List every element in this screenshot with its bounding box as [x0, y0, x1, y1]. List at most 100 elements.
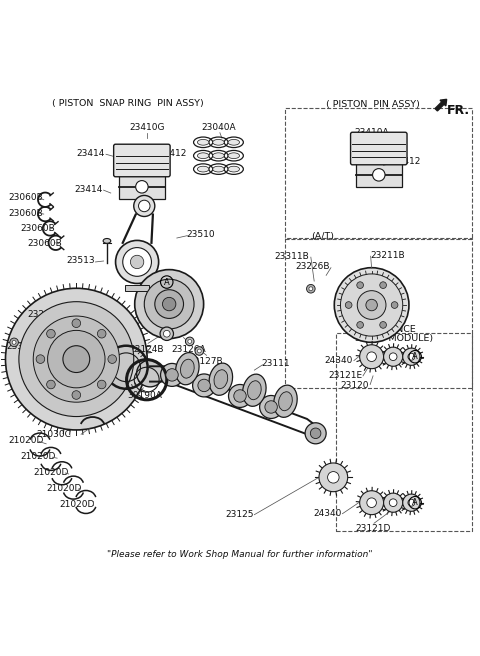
Text: FR.: FR.	[447, 104, 470, 117]
Text: 24340: 24340	[324, 356, 352, 365]
Text: 21020D: 21020D	[33, 468, 69, 477]
Circle shape	[195, 346, 204, 356]
Circle shape	[160, 327, 173, 340]
Circle shape	[367, 352, 376, 361]
Text: 21030C: 21030C	[36, 430, 72, 439]
Text: 23060B: 23060B	[21, 224, 56, 233]
Text: 23311B: 23311B	[275, 252, 310, 260]
Circle shape	[155, 290, 183, 318]
Text: ( PISTON  SNAP RING  PIN ASSY): ( PISTON SNAP RING PIN ASSY)	[52, 99, 204, 108]
Circle shape	[327, 472, 339, 483]
Circle shape	[48, 331, 105, 388]
Circle shape	[163, 331, 170, 337]
Circle shape	[47, 380, 55, 389]
Text: 23311A: 23311A	[6, 342, 41, 351]
Text: 23040A: 23040A	[201, 123, 236, 132]
Circle shape	[340, 274, 403, 336]
Circle shape	[360, 345, 384, 369]
Text: 23513: 23513	[66, 256, 95, 266]
Text: 23226B: 23226B	[296, 262, 330, 271]
Circle shape	[162, 297, 176, 311]
Text: 23127B: 23127B	[188, 357, 223, 365]
Circle shape	[166, 369, 178, 381]
Circle shape	[123, 247, 152, 276]
Circle shape	[72, 319, 81, 327]
Circle shape	[380, 282, 386, 289]
Text: 23125: 23125	[225, 510, 253, 519]
Circle shape	[10, 338, 18, 346]
Text: 23060B: 23060B	[8, 209, 43, 218]
Circle shape	[139, 200, 150, 212]
Text: 23124B: 23124B	[130, 345, 164, 354]
Ellipse shape	[176, 352, 199, 385]
Text: ( PISTON  PIN ASSY): ( PISTON PIN ASSY)	[326, 100, 420, 109]
Text: 23211B: 23211B	[370, 251, 405, 260]
Text: 21020D: 21020D	[8, 436, 43, 445]
Circle shape	[47, 329, 55, 338]
Circle shape	[63, 346, 90, 373]
Circle shape	[134, 195, 155, 216]
Circle shape	[33, 316, 120, 402]
Text: 23126A: 23126A	[171, 345, 206, 354]
Circle shape	[345, 302, 352, 308]
Circle shape	[144, 279, 194, 329]
Text: 23414: 23414	[77, 149, 105, 158]
Ellipse shape	[197, 153, 209, 159]
Circle shape	[367, 498, 376, 508]
Text: A: A	[164, 277, 169, 287]
Ellipse shape	[180, 359, 194, 378]
FancyBboxPatch shape	[350, 133, 407, 165]
Text: "Please refer to Work Shop Manual for further information": "Please refer to Work Shop Manual for fu…	[107, 550, 373, 559]
Text: 23111: 23111	[262, 359, 290, 369]
Circle shape	[185, 337, 194, 346]
Circle shape	[357, 282, 363, 289]
Text: 21020D: 21020D	[59, 500, 95, 508]
Circle shape	[97, 329, 106, 338]
Circle shape	[391, 302, 398, 308]
Circle shape	[97, 380, 106, 389]
Ellipse shape	[278, 392, 292, 411]
Text: 23410A: 23410A	[354, 127, 389, 136]
Circle shape	[305, 422, 326, 444]
Ellipse shape	[228, 140, 240, 145]
Circle shape	[160, 363, 183, 386]
Ellipse shape	[213, 153, 224, 159]
Circle shape	[319, 463, 348, 492]
FancyArrow shape	[435, 99, 447, 111]
Circle shape	[265, 401, 277, 413]
Text: A: A	[412, 498, 418, 507]
Text: 39191: 39191	[66, 376, 95, 385]
Ellipse shape	[248, 380, 261, 400]
Ellipse shape	[214, 370, 228, 388]
Text: 39190A: 39190A	[128, 391, 162, 400]
Ellipse shape	[209, 363, 233, 396]
Text: 23410G: 23410G	[129, 123, 165, 132]
Circle shape	[380, 321, 386, 328]
Circle shape	[72, 391, 81, 400]
Bar	[125, 285, 149, 291]
Circle shape	[389, 353, 397, 361]
Text: 23121E: 23121E	[328, 371, 362, 380]
Ellipse shape	[274, 385, 297, 417]
Circle shape	[384, 493, 403, 512]
Circle shape	[366, 299, 377, 311]
Ellipse shape	[228, 153, 240, 159]
Circle shape	[408, 354, 415, 360]
Circle shape	[260, 396, 283, 419]
Circle shape	[135, 270, 204, 338]
Circle shape	[234, 390, 246, 402]
Circle shape	[108, 355, 117, 363]
Circle shape	[228, 384, 252, 407]
Circle shape	[403, 494, 420, 511]
Circle shape	[192, 374, 216, 397]
Circle shape	[36, 355, 45, 363]
Circle shape	[131, 255, 144, 269]
Text: 23060B: 23060B	[27, 239, 62, 248]
Circle shape	[403, 348, 420, 365]
Circle shape	[198, 379, 210, 392]
Text: 23060B: 23060B	[8, 194, 43, 202]
Circle shape	[19, 302, 134, 417]
Circle shape	[116, 240, 158, 283]
Text: 21020D: 21020D	[46, 484, 82, 493]
Circle shape	[408, 499, 415, 506]
